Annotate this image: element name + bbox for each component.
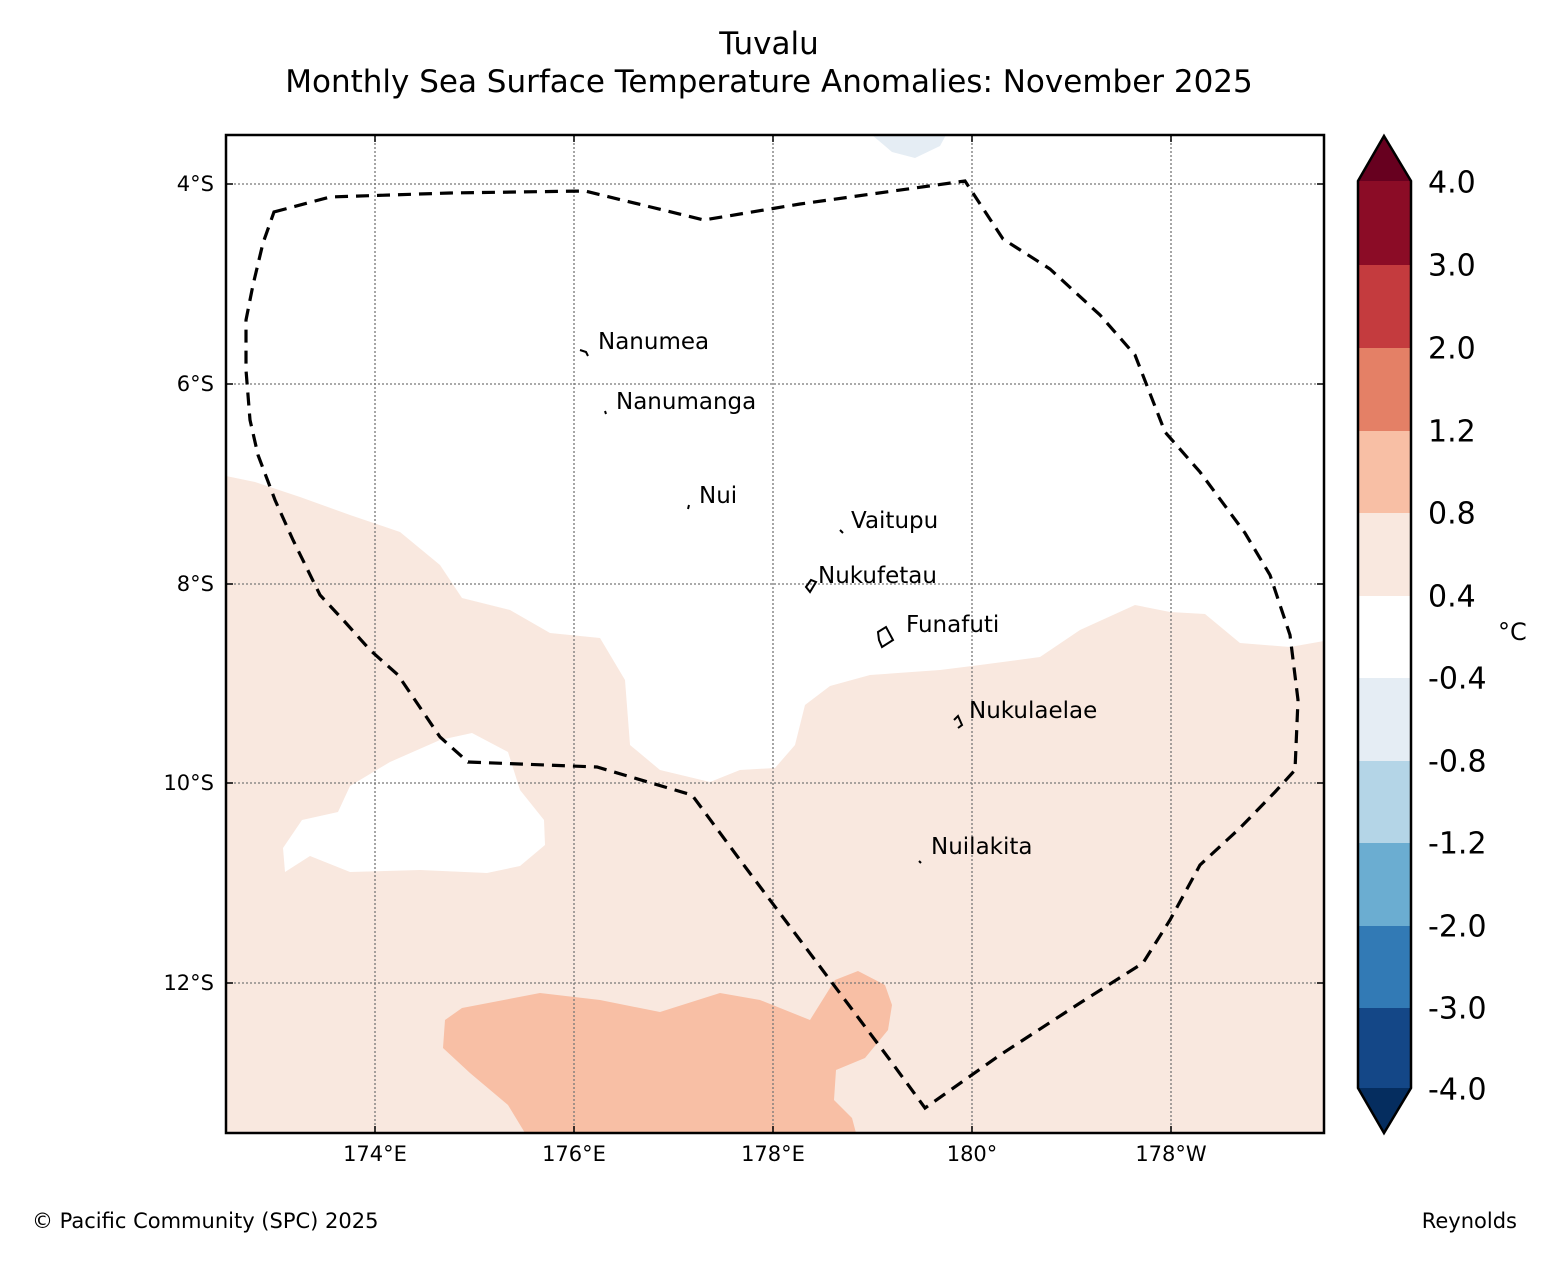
colorbar-segment [1358, 843, 1411, 927]
lat-label: 6°S [176, 372, 214, 396]
colorbar-tick-label: 3.0 [1428, 248, 1476, 284]
island-label-nui: Nui [699, 483, 738, 509]
colorbar-segment [1358, 1008, 1411, 1088]
colorbar-tick-label: -0.8 [1428, 744, 1487, 780]
colorbar [1356, 133, 1413, 1136]
lat-label: 4°S [176, 172, 214, 196]
island-label-vaitupu: Vaitupu [851, 508, 939, 534]
sst-anomaly-field [226, 135, 1324, 1133]
island-label-nuilakita: Nuilakita [931, 834, 1033, 860]
vaitupu-outline [839, 529, 844, 534]
island-outlines [579, 349, 964, 864]
lon-label: 176°E [542, 1142, 606, 1166]
anomaly-band-0.8-1.2 [443, 971, 892, 1133]
island-label-nanumanga: Nanumanga [616, 389, 757, 415]
map-subtitle: Monthly Sea Surface Temperature Anomalie… [285, 64, 1253, 100]
map-title: Tuvalu [719, 26, 819, 62]
nukufetau-outline [804, 578, 818, 594]
colorbar-segment [1358, 761, 1411, 844]
colorbar-tick-label: -0.4 [1428, 661, 1487, 697]
nukulaelae-outline [953, 714, 964, 729]
nanumea-outline [579, 349, 589, 357]
colorbar-tick-label: 0.8 [1428, 496, 1476, 532]
nui-outline [687, 504, 690, 510]
data-source-label: Reynolds [1421, 1209, 1517, 1233]
lat-label: 8°S [176, 572, 214, 596]
neutral-anomaly-pocket [283, 733, 545, 873]
colorbar-tick-label: 1.2 [1428, 414, 1476, 450]
graticule [226, 135, 1324, 1133]
copyright-notice: © Pacific Community (SPC) 2025 [32, 1209, 379, 1233]
island-label-funafuti: Funafuti [906, 612, 1000, 638]
colorbar-tick-label: -1.2 [1428, 826, 1487, 862]
lon-label: 178°W [1135, 1142, 1207, 1166]
axis-ticks [226, 135, 1324, 1133]
anomaly-band-0.4-0.8 [226, 476, 1324, 1133]
eez-boundary [244, 179, 1300, 1111]
colorbar-segment [1358, 431, 1411, 514]
colorbar-segment [1358, 596, 1411, 679]
lon-label: 180° [946, 1142, 998, 1166]
colorbar-tick-label: -4.0 [1428, 1072, 1487, 1108]
funafuti-outline [876, 625, 895, 649]
map-frame [224, 133, 1326, 1135]
colorbar-outline [1356, 133, 1413, 1136]
negative-anomaly-patch [872, 135, 946, 158]
lat-label: 12°S [163, 971, 214, 995]
colorbar-tick-label: 4.0 [1428, 165, 1476, 201]
colorbar-segment [1358, 348, 1411, 432]
lon-label: 174°E [343, 1142, 407, 1166]
colorbar-tick-label: -2.0 [1428, 909, 1487, 945]
nuilakita-outline [918, 860, 922, 864]
colorbar-tick-label: 0.4 [1428, 579, 1476, 615]
nanumanga-outline [604, 410, 607, 415]
colorbar-max-extend [1358, 136, 1411, 181]
colorbar-tick-label: 2.0 [1428, 331, 1476, 367]
colorbar-segment [1358, 513, 1411, 597]
colorbar-tick-label: -3.0 [1428, 991, 1487, 1027]
island-label-nanumea: Nanumea [598, 329, 710, 355]
island-label-nukufetau: Nukufetau [818, 563, 937, 589]
colorbar-segment [1358, 265, 1411, 349]
colorbar-segment [1358, 926, 1411, 1009]
colorbar-segment [1358, 678, 1411, 762]
colorbar-unit: °C [1498, 618, 1527, 646]
colorbar-segment [1358, 181, 1411, 266]
island-label-nukulaelae: Nukulaelae [969, 698, 1098, 724]
lon-label: 178°E [741, 1142, 805, 1166]
lat-label: 10°S [163, 771, 214, 795]
colorbar-min-extend [1358, 1088, 1411, 1133]
